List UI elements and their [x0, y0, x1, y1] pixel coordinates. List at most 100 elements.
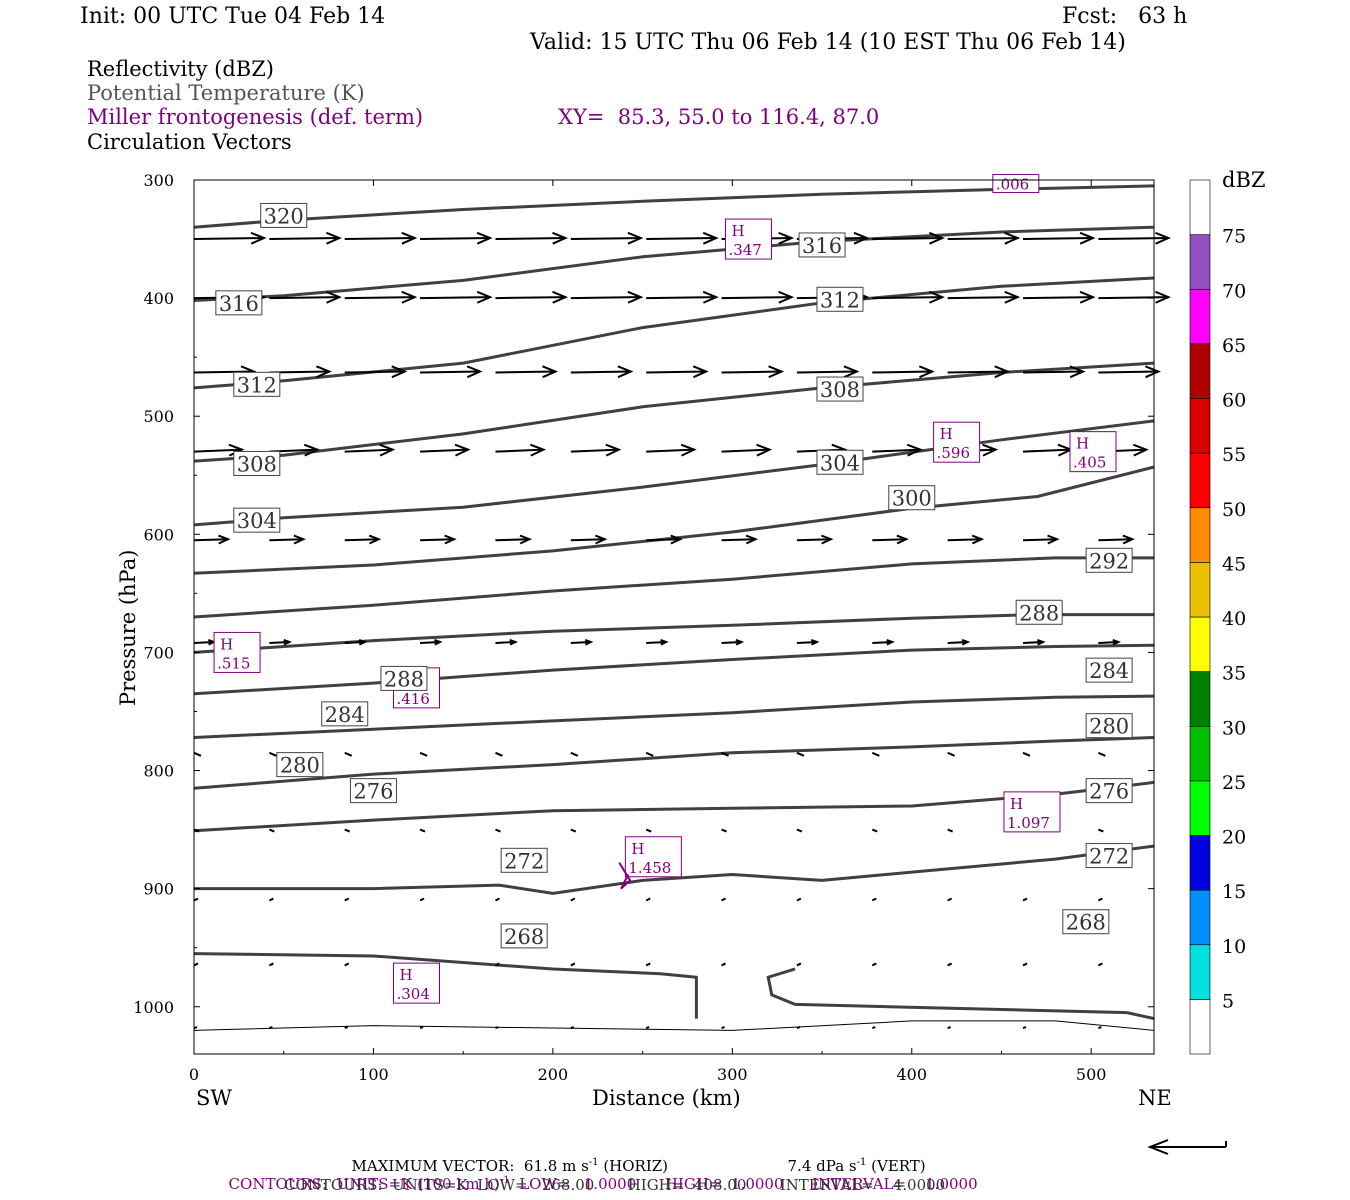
circulation-vector	[721, 828, 727, 833]
circulation-vector	[721, 1026, 725, 1029]
vector-arrowhead	[1155, 290, 1171, 304]
circulation-vector	[796, 751, 805, 757]
circulation-vector	[193, 448, 243, 453]
contour-label-layer: 320 316 316 312 312 308 308 304 304 300 292 288 288 2…	[215, 202, 1133, 949]
vector-arrowhead	[994, 365, 1011, 379]
theta-label: 288	[384, 667, 424, 691]
theta-label: 280	[280, 754, 320, 778]
reference-vector-arrow	[1147, 1139, 1227, 1155]
circulation-vector	[872, 370, 933, 374]
fronto-max-value: 1.458	[628, 859, 671, 877]
circulation-vector	[721, 897, 726, 902]
vector-arrowhead	[391, 365, 408, 379]
theta-label-box	[260, 202, 308, 228]
vector-arrowhead	[735, 638, 745, 646]
circulation-vector	[420, 640, 441, 644]
circulation-vector	[1097, 962, 1103, 967]
fronto-max-value: .416	[397, 690, 430, 708]
circulation-vector	[1098, 237, 1169, 241]
theta-label: 304	[820, 451, 860, 475]
fronto-max-box	[1003, 791, 1061, 833]
vector-arrowhead	[552, 290, 569, 304]
footer-max-vector: MAXIMUM VECTOR: 61.8 m s-1 (HORIZ)	[342, 1139, 669, 1175]
theta-contour-312	[193, 276, 1155, 390]
circulation-vector	[495, 296, 566, 300]
x-end-label-sw: SW	[196, 1086, 232, 1110]
vector-arrowhead	[982, 443, 999, 457]
circulation-vector	[570, 1026, 575, 1029]
theta-contour-304	[193, 419, 1155, 527]
circulation-vector	[344, 751, 353, 757]
ground-surface-line	[193, 1020, 1155, 1031]
circulation-vector	[721, 962, 726, 967]
theta-label-box	[233, 450, 281, 476]
circulation-vector	[420, 370, 481, 374]
vector-arrowhead	[617, 365, 634, 379]
vector-arrowhead	[283, 638, 292, 646]
circulation-vector	[344, 370, 405, 374]
circulation-vector	[268, 962, 274, 967]
theta-label-box	[816, 449, 864, 475]
circulation-vector	[796, 538, 831, 542]
colorbar-level-label: 75	[1222, 226, 1246, 248]
theta-label: 276	[353, 780, 393, 804]
colorbar-segment	[1189, 343, 1211, 399]
vector-arrowhead	[670, 534, 683, 545]
circulation-vector	[645, 828, 652, 833]
vector-arrowhead	[692, 365, 709, 379]
circulation-vector	[1022, 962, 1028, 967]
circulation-vector	[495, 538, 530, 542]
colorbar-level-label: 55	[1222, 444, 1246, 466]
y-tick-label: 500	[143, 407, 174, 426]
vector-arrowhead	[1004, 290, 1021, 304]
circulation-vector	[193, 962, 199, 967]
x-tick-label: 200	[538, 1065, 569, 1084]
theta-contour-264-branch	[766, 967, 1155, 1021]
vector-arrowhead	[680, 443, 697, 457]
circulation-vector	[947, 296, 1018, 300]
colorbar-level-label: 60	[1222, 390, 1246, 412]
fronto-max-box	[1069, 431, 1117, 473]
vector-arrowhead	[906, 443, 923, 457]
circulation-vector-layer	[193, 231, 1171, 1029]
forecast-hour: Fcst: 63 h	[1062, 4, 1188, 29]
circulation-vector	[570, 448, 619, 453]
vector-arrowhead	[316, 365, 332, 379]
circulation-vector	[646, 237, 717, 241]
circulation-vector	[872, 448, 921, 453]
vector-arrowhead	[702, 231, 719, 245]
y-tick-label: 900	[143, 880, 174, 899]
vector-arrowhead	[961, 638, 971, 646]
vector-arrowhead	[886, 638, 895, 646]
colorbar-segment	[1189, 398, 1211, 454]
circulation-vector	[871, 897, 877, 902]
fronto-max-value: .405	[1073, 454, 1106, 472]
vector-arrowhead	[401, 290, 418, 304]
circulation-vector	[420, 237, 491, 241]
y-tick-label: 600	[143, 525, 174, 544]
colorbar-segment	[1189, 234, 1211, 290]
circulation-vector	[570, 962, 576, 967]
circulation-vector	[570, 237, 641, 241]
theta-label: 280	[1089, 715, 1129, 739]
y-axis-title: Pressure (hPa)	[116, 549, 140, 706]
circulation-vector	[344, 1026, 349, 1029]
footer-vertical-vector: 7.4 dPa s-1 (VERT)	[778, 1139, 926, 1175]
vector-arrowhead	[1037, 638, 1046, 646]
theta-label-box	[500, 847, 548, 873]
circulation-vector	[419, 1026, 424, 1029]
theta-contour-292	[193, 556, 1154, 619]
theta-label-box	[798, 232, 846, 258]
circulation-vector	[1022, 751, 1031, 757]
circulation-vector	[646, 296, 717, 300]
colorbar-level-label: 20	[1222, 827, 1246, 849]
fronto-max-symbol: H	[731, 222, 744, 240]
vector-arrowhead	[594, 534, 608, 545]
vector-arrowhead	[476, 290, 493, 304]
field-reflectivity: Reflectivity (dBZ)	[87, 57, 275, 81]
x-tick-label: 100	[358, 1065, 389, 1084]
circulation-vector	[495, 448, 544, 453]
vector-arrowhead	[928, 231, 945, 245]
theta-label-box	[1085, 713, 1133, 739]
theta-label-box	[1015, 599, 1063, 625]
